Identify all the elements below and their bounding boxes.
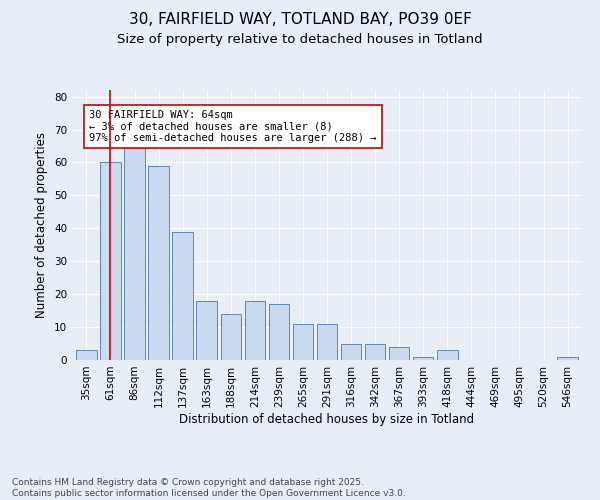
Bar (317, 324, 337, 360)
Bar (100, 162, 121, 360)
Bar (172, 232, 193, 360)
Bar (196, 300, 217, 360)
Bar (365, 344, 385, 360)
Bar (413, 356, 433, 360)
Bar (221, 314, 241, 360)
Text: 30, FAIRFIELD WAY, TOTLAND BAY, PO39 0EF: 30, FAIRFIELD WAY, TOTLAND BAY, PO39 0EF (128, 12, 472, 28)
Bar (389, 347, 409, 360)
Text: 30 FAIRFIELD WAY: 64sqm
← 3% of detached houses are smaller (8)
97% of semi-deta: 30 FAIRFIELD WAY: 64sqm ← 3% of detached… (89, 110, 376, 143)
Bar (293, 324, 313, 360)
Text: Contains HM Land Registry data © Crown copyright and database right 2025.
Contai: Contains HM Land Registry data © Crown c… (12, 478, 406, 498)
Bar (124, 146, 145, 360)
Bar (245, 300, 265, 360)
Bar (437, 350, 458, 360)
Bar (341, 344, 361, 360)
Bar (76, 350, 97, 360)
Bar (557, 356, 578, 360)
Text: Size of property relative to detached houses in Totland: Size of property relative to detached ho… (117, 32, 483, 46)
X-axis label: Distribution of detached houses by size in Totland: Distribution of detached houses by size … (179, 412, 475, 426)
Bar (269, 304, 289, 360)
Y-axis label: Number of detached properties: Number of detached properties (35, 132, 49, 318)
Bar (148, 166, 169, 360)
